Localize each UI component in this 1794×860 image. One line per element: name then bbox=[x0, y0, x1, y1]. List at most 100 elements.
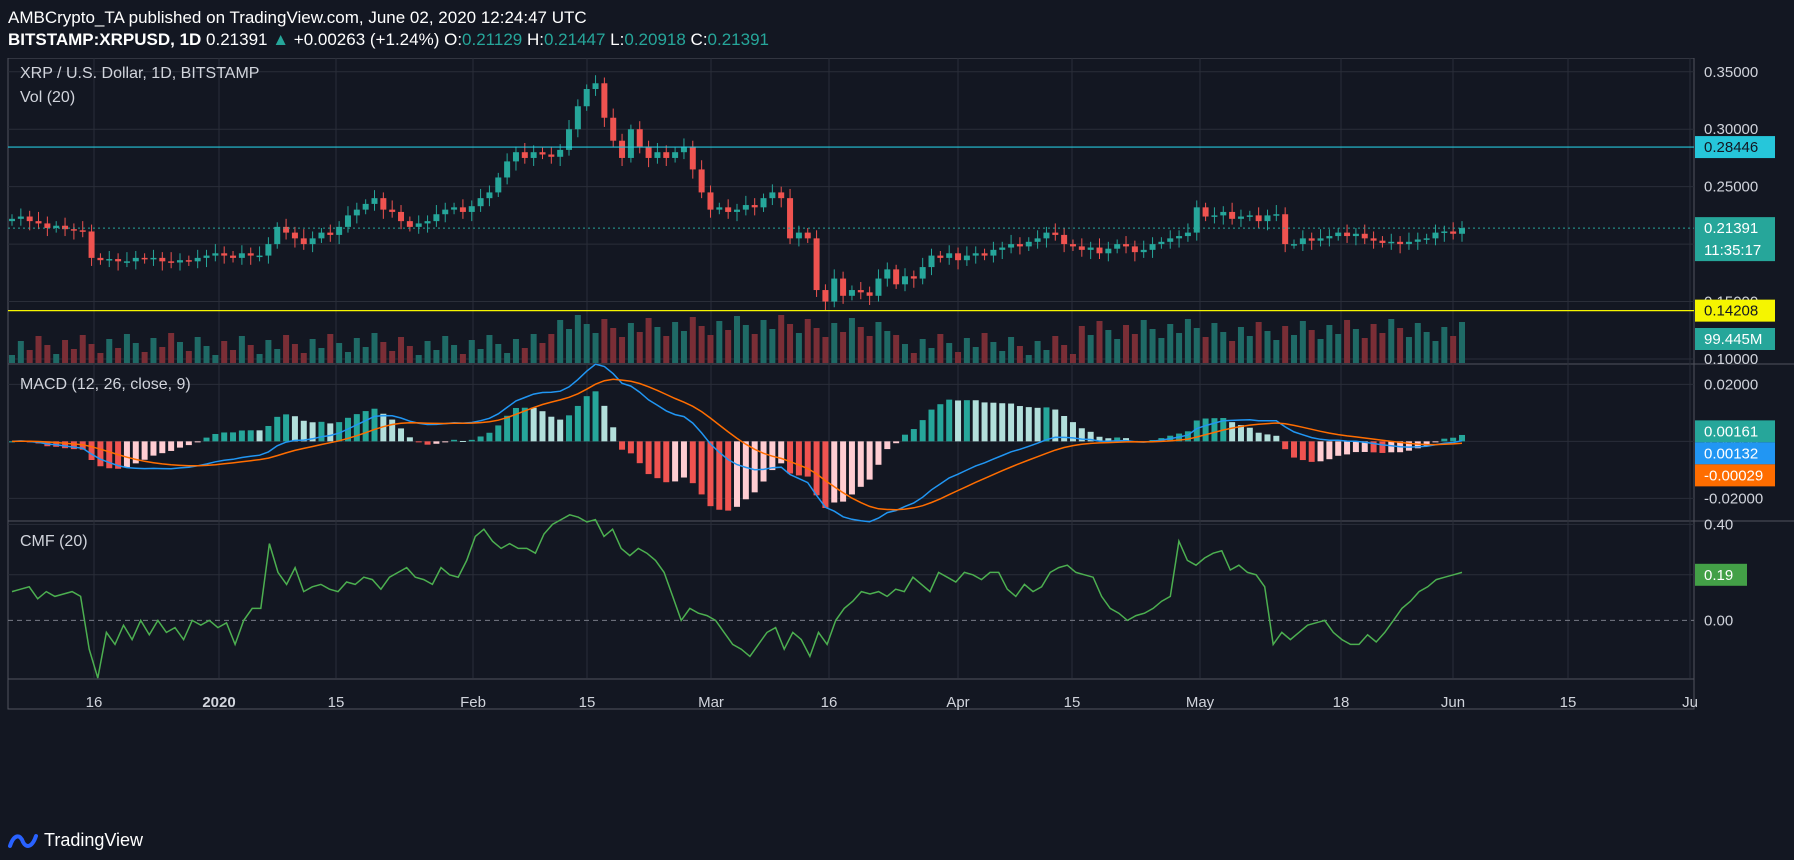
candle-body bbox=[548, 154, 555, 157]
volume-bar bbox=[1034, 341, 1041, 363]
macd-histogram-bar bbox=[1069, 422, 1076, 442]
volume-bar bbox=[291, 344, 298, 363]
macd-histogram-bar bbox=[1459, 434, 1465, 442]
volume-bar bbox=[831, 323, 838, 363]
volume-bar bbox=[9, 355, 15, 363]
macd-histogram-bar bbox=[1282, 441, 1289, 450]
candle-body bbox=[1034, 238, 1041, 242]
candle-body bbox=[1237, 216, 1244, 219]
candle-body bbox=[495, 177, 502, 193]
price-axis-tick-label: 0.30000 bbox=[1704, 121, 1758, 138]
volume-bar bbox=[1140, 320, 1147, 363]
macd-histogram-bar bbox=[592, 391, 599, 442]
candle-body bbox=[1317, 238, 1324, 241]
volume-bar bbox=[1299, 321, 1306, 363]
macd-histogram-bar bbox=[1335, 441, 1342, 456]
candle-body bbox=[176, 260, 183, 263]
volume-bar bbox=[1282, 326, 1289, 363]
macd-histogram-bar bbox=[88, 441, 95, 460]
volume-bar bbox=[1361, 338, 1368, 363]
candle-body bbox=[212, 253, 219, 256]
candle-body bbox=[831, 278, 838, 302]
macd-histogram-bar bbox=[1078, 428, 1085, 442]
volume-bar bbox=[1167, 324, 1174, 363]
volume-bar bbox=[353, 338, 360, 363]
candle-body bbox=[804, 232, 811, 239]
macd-histogram-bar bbox=[583, 396, 590, 442]
volume-bar bbox=[689, 317, 696, 363]
volume-bar bbox=[1078, 326, 1085, 363]
candle-body bbox=[1255, 215, 1262, 222]
volume-bar bbox=[672, 322, 679, 363]
candle-body bbox=[504, 161, 511, 178]
macd-histogram-bar bbox=[645, 441, 652, 475]
volume-bar bbox=[150, 338, 157, 363]
candle-body bbox=[1397, 241, 1404, 245]
macd-histogram-bar bbox=[486, 432, 493, 442]
volume-bar bbox=[512, 339, 519, 363]
volume-bar bbox=[185, 351, 192, 363]
candle-body bbox=[919, 267, 926, 279]
x-axis-tick-label: 2020 bbox=[202, 694, 235, 711]
tradingview-footer[interactable]: TradingView bbox=[8, 820, 143, 860]
volume-bar bbox=[1096, 321, 1103, 363]
volume-bar bbox=[893, 335, 900, 363]
candle-body bbox=[123, 261, 130, 263]
volume-bar bbox=[1237, 327, 1244, 363]
macd-histogram-bar bbox=[946, 399, 953, 442]
macd-histogram-bar bbox=[1441, 438, 1448, 442]
x-axis-tick-label: Jun bbox=[1441, 694, 1465, 711]
volume-label-text: 99.445M bbox=[1704, 331, 1762, 348]
macd-value-label: 0.00132 bbox=[1704, 445, 1758, 462]
volume-bar bbox=[999, 351, 1006, 363]
volume-bar bbox=[486, 335, 493, 363]
volume-bar bbox=[371, 333, 378, 363]
candle-body bbox=[17, 216, 24, 219]
volume-bar bbox=[247, 345, 254, 363]
volume-bar bbox=[1441, 327, 1448, 363]
macd-histogram-bar bbox=[1096, 436, 1103, 442]
candle-body bbox=[309, 238, 316, 245]
volume-bar bbox=[336, 343, 343, 363]
macd-histogram-bar bbox=[610, 427, 617, 442]
up-arrow-icon: ▲ bbox=[272, 30, 290, 49]
candle-body bbox=[521, 152, 528, 158]
x-axis-tick-label: 15 bbox=[328, 694, 345, 711]
volume-bar bbox=[26, 350, 33, 363]
volume-bar bbox=[566, 329, 573, 363]
volume-bar bbox=[1255, 322, 1262, 363]
cmf-value-label: 0.19 bbox=[1704, 567, 1733, 584]
candle-body bbox=[53, 225, 60, 229]
macd-histogram-bar bbox=[1184, 431, 1191, 442]
macd-histogram-bar bbox=[1352, 441, 1359, 453]
macd-histogram-bar bbox=[300, 420, 307, 442]
candle-body bbox=[619, 140, 626, 158]
candle-body bbox=[1176, 236, 1183, 239]
x-axis-tick-label: 15 bbox=[1560, 694, 1577, 711]
volume-bar bbox=[901, 344, 908, 363]
macd-histogram-bar bbox=[106, 441, 113, 469]
candle-body bbox=[371, 198, 378, 204]
candle-body bbox=[1149, 244, 1156, 250]
high-value: 0.21447 bbox=[543, 30, 606, 49]
chart-svg[interactable]: 16 2020 15 Feb 15 Mar 16 Apr 15 May 18 Jun 15 Ju 0.350… bbox=[0, 57, 1794, 820]
candle-body bbox=[981, 253, 988, 256]
candle-body bbox=[238, 253, 245, 258]
macd-histogram-bar bbox=[424, 441, 431, 445]
macd-histogram-bar bbox=[778, 441, 785, 464]
volume-bar bbox=[919, 339, 926, 363]
macd-histogram-bar bbox=[566, 415, 573, 442]
chart-area[interactable]: 16 2020 15 Feb 15 Mar 16 Apr 15 May 18 Jun 15 Ju 0.350… bbox=[0, 57, 1794, 820]
macd-histogram-bar bbox=[901, 434, 908, 442]
candle-body bbox=[70, 229, 77, 231]
candle-body bbox=[300, 238, 307, 245]
volume-bar bbox=[804, 319, 811, 363]
candle-body bbox=[1078, 246, 1085, 250]
macd-histogram-bar bbox=[530, 407, 537, 442]
level-label-text: 0.14208 bbox=[1704, 303, 1758, 320]
macd-axis-tick-label: 0.02000 bbox=[1704, 376, 1758, 393]
macd-histogram-bar bbox=[813, 441, 820, 496]
volume-bar bbox=[256, 354, 263, 363]
candle-body bbox=[468, 206, 475, 212]
volume-bar bbox=[937, 334, 944, 363]
